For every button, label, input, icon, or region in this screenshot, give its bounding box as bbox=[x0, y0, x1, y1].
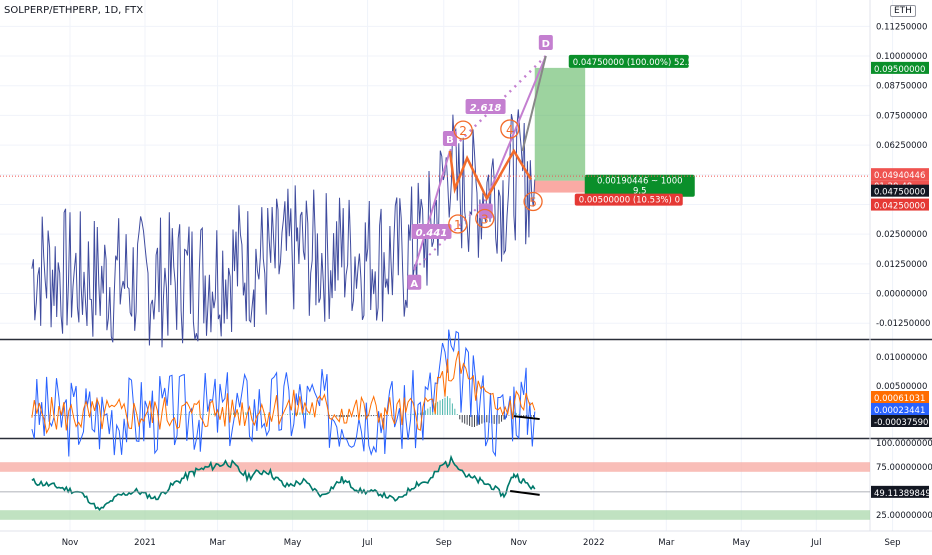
wave-circle bbox=[523, 191, 543, 212]
time-axis-tick-label: Sep bbox=[885, 538, 901, 548]
price-axis-tick-label: -0.01250000 bbox=[876, 319, 930, 329]
position-info-box bbox=[584, 174, 695, 197]
current-price-badge: 0.04940446 bbox=[874, 171, 925, 181]
wave-circle bbox=[453, 120, 473, 140]
target-price-badge-bg bbox=[871, 61, 929, 74]
macd-signal-line[interactable] bbox=[31, 350, 536, 435]
wave-label: 1 bbox=[454, 218, 462, 232]
time-axis-tick-label: May bbox=[733, 538, 751, 548]
macd-axis-tick-label: 0.01000000 bbox=[876, 353, 927, 363]
time-axis-tick-label: Jul bbox=[361, 538, 372, 548]
time-axis-tick-label: Nov bbox=[510, 538, 527, 548]
macd-axis-tick-label: 0.00500000 bbox=[876, 382, 927, 392]
price-axis-tick-label: 0.06250000 bbox=[876, 141, 927, 151]
stop-price-badge: 0.04250000 bbox=[874, 202, 925, 212]
position-info-line: 9.5 bbox=[633, 187, 647, 197]
price-axis-tick-label: 0.07500000 bbox=[876, 111, 927, 121]
time-axis-tick-label: Nov bbox=[62, 538, 79, 548]
time-axis-tick-label: 2022 bbox=[583, 538, 605, 548]
price-axis-tick-label: 0.01250000 bbox=[876, 260, 927, 270]
pattern-point-a: A bbox=[410, 279, 418, 290]
time-axis-tick-label: Mar bbox=[658, 538, 675, 548]
time-axis-tick-label: Sep bbox=[436, 538, 452, 548]
wave-label: 4 bbox=[506, 123, 514, 137]
current-price-badge-bg bbox=[871, 168, 929, 181]
stop-zone[interactable] bbox=[534, 180, 586, 193]
stop-label: 0.00500000 (10.53%) 0 bbox=[579, 196, 680, 206]
rsi-axis-tick-label: 75.00000000 bbox=[876, 463, 932, 473]
pattern-leg-cd[interactable] bbox=[485, 55, 547, 199]
currency-badge[interactable]: ETH bbox=[890, 5, 916, 17]
rsi-readout-bg bbox=[871, 485, 929, 498]
entry-price-badge-bg bbox=[871, 184, 929, 197]
rsi-line[interactable] bbox=[31, 454, 536, 511]
rsi-axis-tick-label: 25.00000000 bbox=[876, 511, 932, 521]
pattern-point-a-box[interactable] bbox=[407, 274, 422, 290]
ratio-label-bd-box bbox=[465, 99, 506, 114]
macd-readout-bg bbox=[871, 403, 929, 415]
pattern-leg-bd[interactable] bbox=[449, 55, 547, 152]
rsi-divergence-line[interactable] bbox=[510, 490, 540, 496]
wave-label: 3 bbox=[481, 213, 489, 227]
ratio-label-ab: 0.441 bbox=[416, 228, 448, 239]
wave-circle bbox=[475, 208, 495, 229]
price-axis-tick-label: 0.02500000 bbox=[876, 230, 927, 240]
macd-line[interactable] bbox=[31, 329, 536, 458]
price-axis-tick-label: 0.08750000 bbox=[876, 82, 927, 92]
pattern-point-d: D bbox=[542, 39, 550, 50]
position-info-line: 0.00190446 ~ 1000 bbox=[597, 177, 683, 187]
target-label: 0.04750000 (100.00%) 52.5 bbox=[573, 58, 693, 68]
pattern-point-b: B bbox=[446, 135, 454, 146]
time-axis-tick-label: May bbox=[284, 538, 302, 548]
wave-label: 2 bbox=[459, 124, 467, 138]
stop-price-badge-bg bbox=[871, 198, 929, 211]
pattern-extension[interactable] bbox=[521, 55, 547, 152]
macd-readout: 0.00023441 bbox=[874, 406, 925, 416]
price-axis-tick-label: 0.11250000 bbox=[876, 22, 927, 32]
macd-readout: 0.00061031 bbox=[874, 394, 925, 404]
rsi-oversold-band bbox=[0, 510, 870, 520]
price-series-line[interactable] bbox=[31, 109, 536, 348]
macd-divergence-line[interactable] bbox=[513, 415, 540, 421]
wave-structure-line[interactable] bbox=[448, 148, 533, 202]
rsi-axis-tick-label: 100.00000000 bbox=[876, 439, 932, 449]
time-axis-tick-label: 2021 bbox=[134, 538, 156, 548]
target-price-badge: 0.09500000 bbox=[874, 65, 925, 75]
pattern-leg-ab[interactable] bbox=[413, 150, 451, 271]
macd-readout-bg bbox=[871, 391, 929, 403]
rsi-readout: 49.11389849 bbox=[874, 489, 931, 499]
ratio-label-ab-box bbox=[411, 224, 452, 239]
macd-readout-bg bbox=[871, 415, 929, 427]
wave-circle bbox=[500, 119, 520, 139]
price-axis-tick-label: 0.10000000 bbox=[876, 52, 927, 62]
stop-label-box bbox=[574, 193, 683, 206]
ratio-label-bd: 2.618 bbox=[470, 103, 502, 114]
target-zone[interactable] bbox=[534, 67, 586, 181]
pattern-point-b-box[interactable] bbox=[442, 131, 457, 146]
wave-circle bbox=[448, 214, 468, 234]
rsi-overbought-band bbox=[0, 462, 870, 472]
macd-readout: -0.00037590 bbox=[874, 418, 928, 428]
symbol-title: SOLPERP/ETHPERP, 1D, FTX bbox=[4, 5, 144, 16]
time-axis-tick-label: Mar bbox=[210, 538, 227, 548]
target-label-box bbox=[568, 54, 689, 68]
time-axis-tick-label: Jul bbox=[810, 538, 821, 548]
entry-price-badge: 0.04750000 bbox=[874, 188, 925, 198]
pattern-point-d-box[interactable] bbox=[538, 35, 553, 50]
wave-label: 5 bbox=[529, 196, 537, 210]
pattern-point-c-box[interactable] bbox=[478, 203, 493, 219]
price-axis-tick-label: 0.00000000 bbox=[876, 290, 927, 300]
